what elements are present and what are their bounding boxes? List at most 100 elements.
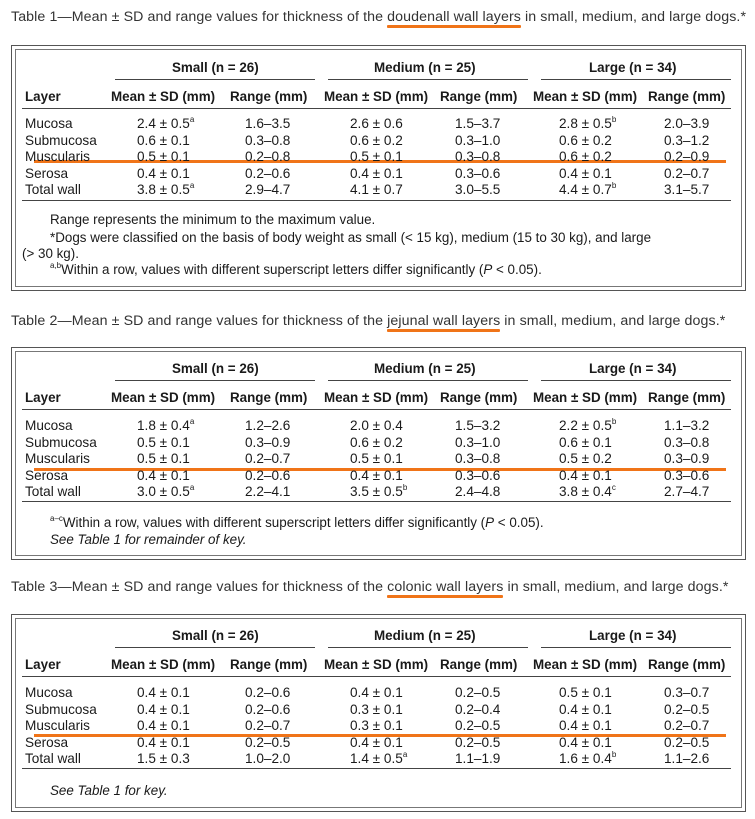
range-value: 2.4–4.8	[455, 484, 501, 499]
mean-sd-value: 0.5 ± 0.2	[559, 451, 612, 466]
range-value: 1.5–3.7	[455, 116, 501, 131]
group-header-large: Large (n = 34)	[589, 60, 677, 75]
muscularis-highlight-line	[34, 160, 726, 163]
mean-header: Mean ± SD (mm)	[533, 390, 638, 405]
range-value: 0.3–0.6	[455, 165, 501, 181]
muscularis-highlight-line	[34, 468, 726, 471]
mean-header: Mean ± SD (mm)	[111, 657, 216, 672]
range-value: 1.1–3.2	[664, 418, 710, 433]
mean-sd-value: 2.2 ± 0.5b	[559, 417, 617, 434]
range-header: Range (mm)	[648, 657, 726, 672]
range-value: 0.3–0.9	[664, 451, 710, 466]
range-value: 0.2–0.5	[664, 701, 710, 717]
mean-sd-value: 0.5 ± 0.1	[350, 149, 403, 164]
layer-name: Serosa	[25, 165, 69, 181]
layer-name: Total wall	[25, 182, 81, 197]
mean-sd-value: 0.5 ± 0.1	[137, 149, 190, 164]
group-header-small: Small (n = 26)	[172, 628, 259, 643]
mean-sd-value: 1.8 ± 0.4a	[137, 417, 195, 434]
range-value: 0.2–0.5	[455, 734, 501, 750]
note-superscript: a–cWithin a row, values with different s…	[50, 514, 544, 531]
range-value: 0.2–0.5	[455, 718, 501, 733]
range-value: 2.9–4.7	[245, 182, 291, 197]
range-value: 0.3–1.0	[455, 434, 501, 450]
layer-name: Submucosa	[25, 132, 97, 148]
note-classification: *Dogs were classified on the basis of bo…	[50, 230, 652, 245]
group-header-medium: Medium (n = 25)	[374, 361, 476, 376]
layer-name: Muscularis	[25, 718, 90, 733]
mean-sd-value: 0.4 ± 0.1	[137, 701, 190, 717]
mean-sd-value: 0.4 ± 0.1	[350, 165, 403, 181]
mean-sd-value: 0.4 ± 0.1	[137, 718, 190, 733]
mean-sd-value: 0.4 ± 0.1	[137, 685, 190, 700]
note-see-table: See Table 1 for key.	[50, 783, 168, 798]
layer-header: Layer	[25, 657, 61, 672]
range-value: 0.3–0.8	[664, 434, 710, 450]
range-value: 0.2–0.7	[664, 718, 710, 733]
range-value: 0.3–0.9	[245, 434, 291, 450]
mean-sd-value: 0.4 ± 0.1	[559, 734, 612, 750]
mean-sd-value: 2.6 ± 0.6	[350, 116, 403, 131]
superscript-letter: a	[189, 483, 195, 492]
range-header: Range (mm)	[440, 89, 518, 104]
mean-sd-value: 0.6 ± 0.2	[559, 149, 612, 164]
range-value: 1.2–2.6	[245, 418, 291, 433]
mean-sd-value: 0.5 ± 0.1	[350, 451, 403, 466]
mean-sd-value: 2.4 ± 0.5a	[137, 115, 195, 132]
range-value: 2.2–4.1	[245, 484, 291, 499]
range-header: Range (mm)	[440, 390, 518, 405]
group-header-small: Small (n = 26)	[172, 60, 259, 75]
range-value: 3.0–5.5	[455, 182, 501, 197]
mean-sd-value: 0.4 ± 0.1	[559, 467, 612, 483]
range-value: 0.2–0.6	[245, 685, 291, 700]
range-value: 0.2–0.7	[664, 165, 710, 181]
range-value: 2.7–4.7	[664, 484, 710, 499]
range-value: 0.3–1.0	[455, 132, 501, 148]
mean-sd-value: 2.0 ± 0.4	[350, 418, 403, 433]
layer-header: Layer	[25, 89, 61, 104]
range-value: 0.3–0.8	[245, 132, 291, 148]
table1-box: Small (n = 26) Medium (n = 25) Large (n …	[11, 45, 746, 291]
highlighted-phrase: doudenall wall layers	[387, 9, 521, 28]
mean-sd-value: 0.4 ± 0.1	[559, 718, 612, 733]
mean-sd-value: 0.6 ± 0.1	[559, 434, 612, 450]
range-value: 0.3–0.6	[664, 467, 710, 483]
mean-sd-value: 0.6 ± 0.2	[559, 132, 612, 148]
superscript-letter: a	[189, 181, 195, 190]
group-header-medium: Medium (n = 25)	[374, 628, 476, 643]
mean-sd-value: 0.6 ± 0.2	[350, 132, 403, 148]
range-value: 0.2–0.8	[245, 149, 291, 164]
range-value: 0.2–0.4	[455, 701, 501, 717]
mean-sd-value: 0.4 ± 0.1	[559, 701, 612, 717]
caption-text: Table 1—Mean ± SD and range values for t…	[11, 9, 388, 25]
range-value: 0.3–0.6	[455, 467, 501, 483]
range-header: Range (mm)	[230, 657, 308, 672]
range-value: 3.1–5.7	[664, 182, 710, 197]
range-header: Range (mm)	[440, 657, 518, 672]
superscript-letter: b	[611, 181, 617, 190]
mean-sd-value: 0.3 ± 0.1	[350, 718, 403, 733]
layer-name: Mucosa	[25, 685, 73, 700]
orange-underline	[387, 329, 501, 332]
mean-header: Mean ± SD (mm)	[324, 89, 429, 104]
range-value: 0.3–0.8	[455, 451, 501, 466]
mean-sd-value: 4.4 ± 0.7b	[559, 181, 617, 198]
range-header: Range (mm)	[648, 89, 726, 104]
layer-name: Serosa	[25, 734, 69, 750]
mean-sd-value: 0.4 ± 0.1	[137, 734, 190, 750]
note-classification-cont: (> 30 kg).	[22, 246, 79, 261]
mean-sd-value: 0.3 ± 0.1	[350, 701, 403, 717]
layer-name: Serosa	[25, 467, 69, 483]
highlighted-phrase: jejunal wall layers	[387, 313, 501, 332]
mean-sd-value: 1.4 ± 0.5a	[350, 750, 408, 767]
mean-sd-value: 3.8 ± 0.4c	[559, 483, 616, 500]
range-value: 1.1–1.9	[455, 751, 501, 766]
range-value: 2.0–3.9	[664, 116, 710, 131]
mean-header: Mean ± SD (mm)	[324, 390, 429, 405]
mean-sd-value: 1.5 ± 0.3	[137, 751, 190, 766]
note-superscript: a,bWithin a row, values with different s…	[50, 261, 542, 278]
group-header-large: Large (n = 34)	[589, 361, 677, 376]
mean-sd-value: 0.4 ± 0.1	[350, 685, 403, 700]
range-value: 0.2–0.6	[245, 467, 291, 483]
superscript-letter: b	[611, 115, 617, 124]
